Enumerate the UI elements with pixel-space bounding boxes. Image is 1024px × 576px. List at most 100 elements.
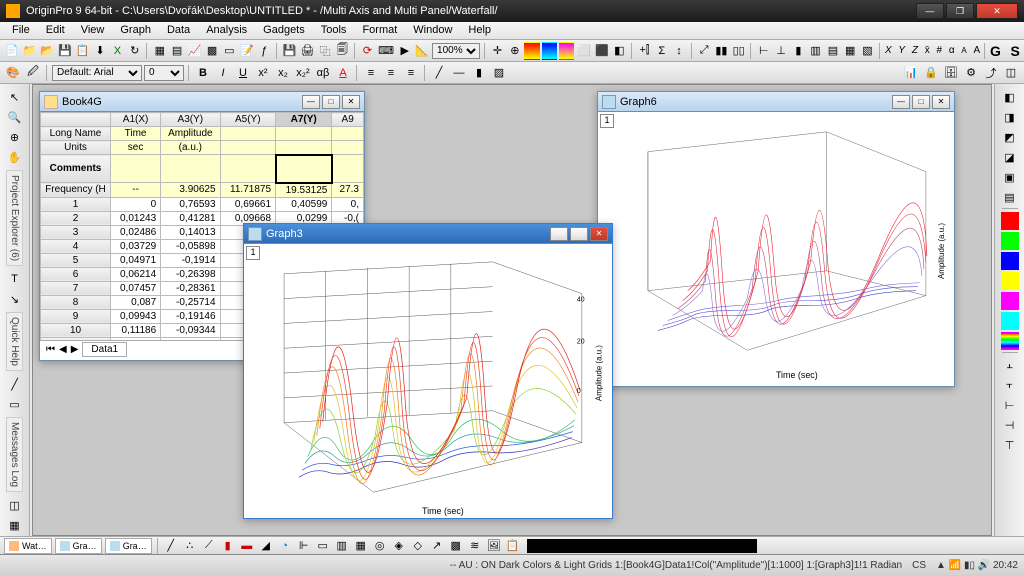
- new-graph-icon[interactable]: 📈: [187, 42, 203, 60]
- g6-close-button[interactable]: ✕: [932, 95, 950, 109]
- bar1-icon[interactable]: ▮▮: [714, 42, 729, 60]
- quick-help-tab[interactable]: Quick Help: [6, 312, 23, 371]
- region-icon[interactable]: ◫: [6, 496, 24, 514]
- graph6-plotarea[interactable]: 1: [598, 112, 954, 386]
- plot-line-icon[interactable]: ╱: [162, 537, 180, 555]
- font-name-select[interactable]: Default: Arial: [52, 65, 142, 81]
- menu-format[interactable]: Format: [354, 22, 405, 39]
- new-folder-icon[interactable]: 📁: [22, 42, 38, 60]
- plot-3d2-icon[interactable]: ◇: [409, 537, 427, 555]
- menu-view[interactable]: View: [73, 22, 113, 39]
- menu-edit[interactable]: Edit: [38, 22, 73, 39]
- subsup-icon[interactable]: x₂²: [294, 64, 312, 82]
- book-min-button[interactable]: —: [302, 95, 320, 109]
- plot-water-icon[interactable]: ≋: [466, 537, 484, 555]
- cpu-icon[interactable]: ▮▯: [964, 560, 975, 571]
- copy-page-icon[interactable]: 🗐: [335, 42, 350, 60]
- g3-min-button[interactable]: —: [550, 227, 568, 241]
- reader2-icon[interactable]: ⊕: [6, 128, 24, 146]
- palette2-icon[interactable]: [542, 42, 557, 60]
- al-left-icon[interactable]: ≡: [362, 64, 380, 82]
- col4-icon[interactable]: ▧: [860, 42, 875, 60]
- al1-icon[interactable]: ⫠: [1001, 356, 1019, 374]
- net-icon[interactable]: 📶: [949, 560, 961, 571]
- c2-icon[interactable]: [1001, 232, 1019, 250]
- axisy-icon[interactable]: ⊥: [773, 42, 788, 60]
- obj1-icon[interactable]: ◧: [1001, 88, 1019, 106]
- letter-s[interactable]: S: [1011, 43, 1020, 59]
- pointer-icon[interactable]: ↖: [6, 88, 24, 106]
- plot-vec-icon[interactable]: ↗: [428, 537, 446, 555]
- vol-icon[interactable]: 🔊: [978, 560, 990, 571]
- theme-icon[interactable]: 🎨: [4, 64, 22, 82]
- g6-max-button[interactable]: □: [912, 95, 930, 109]
- recalc-icon[interactable]: ⟳: [360, 42, 375, 60]
- book-max-button[interactable]: □: [322, 95, 340, 109]
- stats-icon[interactable]: Σ: [654, 42, 669, 60]
- gear-icon[interactable]: ⚙: [962, 64, 980, 82]
- greek-icon[interactable]: αβ: [314, 64, 332, 82]
- fn-icon[interactable]: ƒ: [257, 42, 272, 60]
- plot-pie-icon[interactable]: ◔: [276, 537, 294, 555]
- sheet-next[interactable]: ▶: [69, 344, 81, 355]
- letter-xbar[interactable]: x̄: [925, 45, 930, 56]
- line2-icon[interactable]: —: [450, 64, 468, 82]
- plot-column-icon[interactable]: ▮: [219, 537, 237, 555]
- book4g-titlebar[interactable]: Book4G — □ ✕: [40, 92, 364, 112]
- refresh-icon[interactable]: ↻: [127, 42, 142, 60]
- obj2-icon[interactable]: ◨: [1001, 108, 1019, 126]
- line-tool-icon[interactable]: ╱: [6, 375, 24, 393]
- code-icon[interactable]: ⌨: [377, 42, 395, 60]
- new-wb-icon[interactable]: ▦: [152, 42, 167, 60]
- hatch-icon[interactable]: ▨: [490, 64, 508, 82]
- letter-alpha[interactable]: α: [949, 45, 955, 56]
- obj6-icon[interactable]: ▤: [1001, 188, 1019, 206]
- reader-icon[interactable]: ⊕: [507, 42, 522, 60]
- lang-indicator[interactable]: CS: [912, 560, 926, 571]
- al2-icon[interactable]: ⫟: [1001, 376, 1019, 394]
- c3-icon[interactable]: [1001, 252, 1019, 270]
- g6-min-button[interactable]: —: [892, 95, 910, 109]
- excel-icon[interactable]: X: [110, 42, 125, 60]
- save-project-icon[interactable]: 💾: [282, 42, 298, 60]
- menu-tools[interactable]: Tools: [313, 22, 355, 39]
- letter-z[interactable]: Z: [912, 45, 918, 56]
- project-explorer-tab[interactable]: Project Explorer (6): [6, 170, 23, 266]
- sort-icon[interactable]: ↕: [671, 42, 686, 60]
- col2-icon[interactable]: ▤: [825, 42, 840, 60]
- g3-max-button[interactable]: □: [570, 227, 588, 241]
- g3-close-button[interactable]: ✕: [590, 227, 608, 241]
- plot-box-icon[interactable]: ▭: [314, 537, 332, 555]
- plot-contour-icon[interactable]: ◎: [371, 537, 389, 555]
- col-icon[interactable]: ▥: [808, 42, 823, 60]
- zoom-in-icon[interactable]: 🔍: [6, 108, 24, 126]
- bold-icon[interactable]: B: [194, 64, 212, 82]
- obj4-icon[interactable]: ◪: [1001, 148, 1019, 166]
- db-icon[interactable]: 🗄: [942, 64, 960, 82]
- wtab-graph2[interactable]: Gra…: [105, 538, 152, 554]
- letter-abig[interactable]: A: [974, 45, 981, 56]
- line1-icon[interactable]: ╱: [430, 64, 448, 82]
- graph3-layer-tab[interactable]: 1: [246, 246, 260, 260]
- underline-icon[interactable]: U: [234, 64, 252, 82]
- italic-icon[interactable]: I: [214, 64, 232, 82]
- print-icon[interactable]: 🖨: [300, 42, 316, 60]
- col3-icon[interactable]: ▦: [843, 42, 858, 60]
- maximize-button[interactable]: ❐: [946, 3, 974, 19]
- letter-g[interactable]: G: [990, 43, 1001, 59]
- al-right-icon[interactable]: ≡: [402, 64, 420, 82]
- obj3-icon[interactable]: ◩: [1001, 128, 1019, 146]
- mask2-icon[interactable]: ▦: [6, 516, 24, 534]
- graph3-window[interactable]: Graph3 — □ ✕ 1: [243, 223, 613, 519]
- al4-icon[interactable]: ⊣: [1001, 416, 1019, 434]
- lock-icon[interactable]: 🔒: [922, 64, 940, 82]
- template-icon[interactable]: 📋: [75, 42, 91, 60]
- slide-icon[interactable]: ▶: [397, 42, 412, 60]
- plot-area-icon[interactable]: ◢: [257, 537, 275, 555]
- menu-file[interactable]: File: [4, 22, 38, 39]
- c1-icon[interactable]: [1001, 212, 1019, 230]
- coord-icon[interactable]: ✛: [490, 42, 505, 60]
- arrow-tool-icon[interactable]: ↘: [6, 290, 24, 308]
- palette6-icon[interactable]: ◧: [612, 42, 627, 60]
- letter-hash[interactable]: #: [937, 45, 943, 56]
